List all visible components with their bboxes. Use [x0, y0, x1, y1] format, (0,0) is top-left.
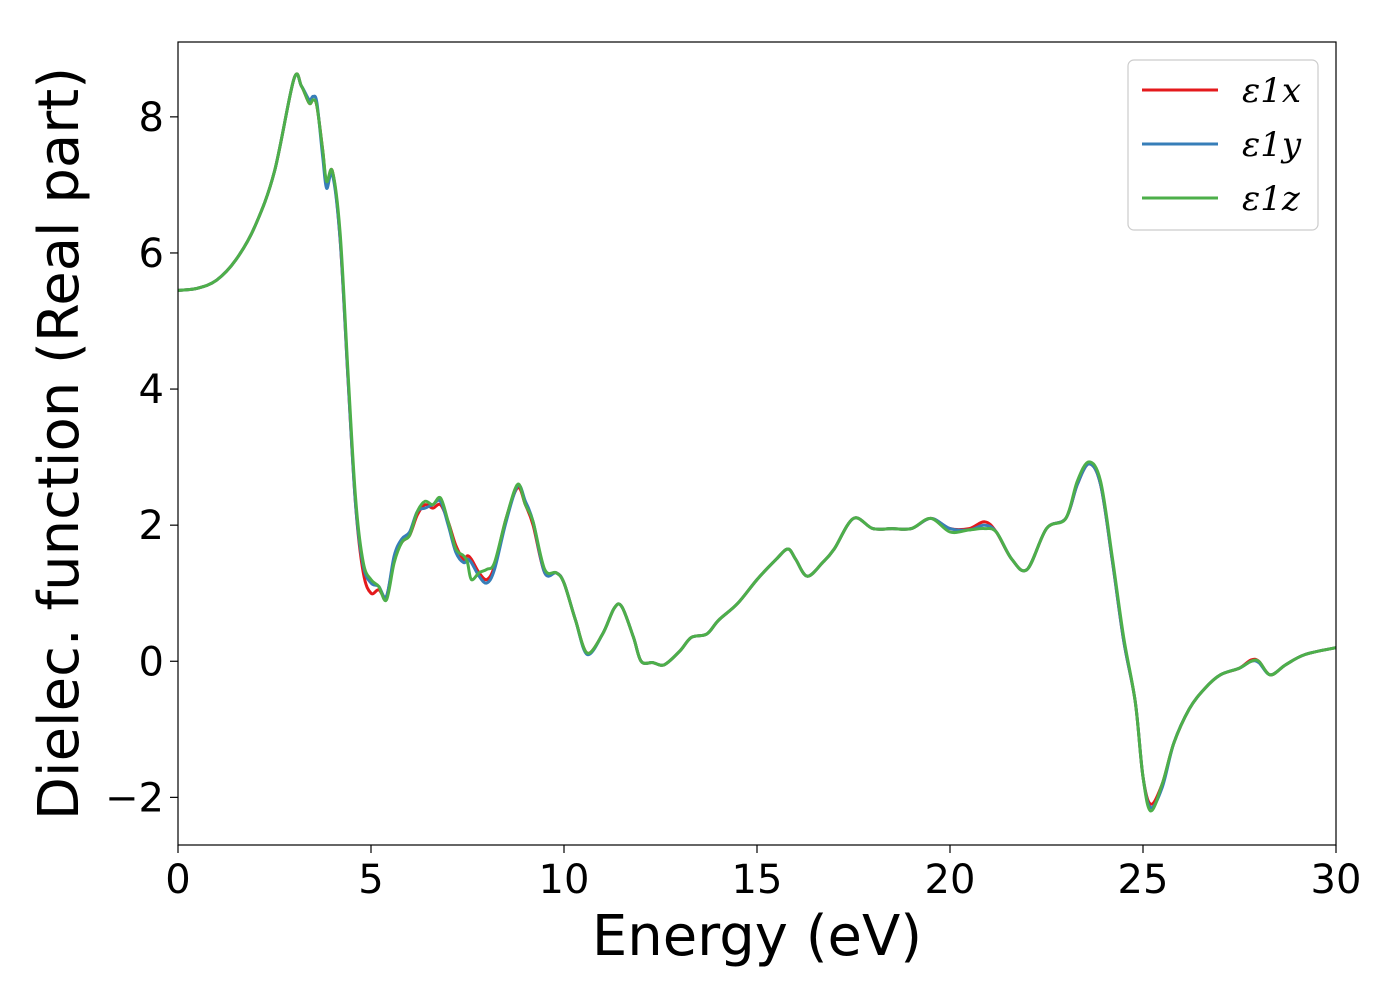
y-axis-ticks: −2 0 2 4 6 8 [105, 95, 178, 821]
y-tick-label: 0 [139, 639, 164, 685]
legend-label-y: ε1y [1242, 125, 1302, 165]
legend-label-x: ε1x [1242, 71, 1301, 111]
series-line-z [177, 72, 1337, 813]
x-tick-label: 15 [732, 857, 783, 903]
y-tick-label: 2 [139, 503, 164, 549]
x-tick-label: 20 [925, 857, 976, 903]
x-tick-label: 0 [165, 857, 190, 903]
y-tick-label: 6 [139, 231, 164, 277]
legend-label-z: ε1z [1242, 179, 1301, 219]
y-tick-label: 8 [139, 95, 164, 141]
x-tick-label: 25 [1118, 857, 1169, 903]
x-axis-ticks: 0 5 10 15 20 25 30 [165, 845, 1361, 903]
y-axis-label: Dielec. function (Real part) [27, 67, 92, 820]
x-axis-label: Energy (eV) [592, 904, 922, 969]
legend-box [1127, 59, 1319, 231]
x-tick-label: 5 [358, 857, 383, 903]
series-layer [177, 72, 1337, 813]
x-tick-label: 30 [1311, 857, 1362, 903]
y-tick-label: 4 [139, 367, 164, 413]
y-tick-label: −2 [105, 775, 164, 821]
legend: ε1x ε1y ε1z [1127, 59, 1319, 231]
x-tick-label: 10 [539, 857, 590, 903]
